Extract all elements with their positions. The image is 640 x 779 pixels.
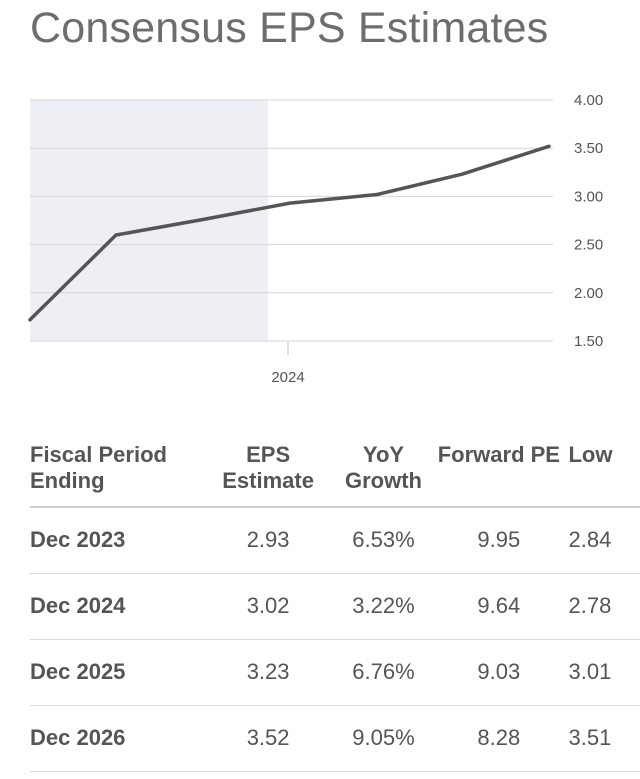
cell-yoy: 6.76%	[329, 639, 438, 706]
cell-pe: 8.28	[437, 705, 561, 772]
y-tick-label: 2.00	[574, 285, 603, 302]
estimates-table: Fiscal Period Ending EPS Estimate YoY Gr…	[30, 430, 640, 772]
table-row: Dec 2025 3.23 6.76% 9.03 3.01	[30, 639, 640, 706]
cell-period: Dec 2026	[30, 705, 207, 772]
cell-low: 3.01	[560, 639, 640, 706]
cell-yoy: 3.22%	[329, 573, 438, 640]
cell-low: 2.78	[560, 573, 640, 640]
cell-period: Dec 2023	[30, 507, 207, 574]
page-title: Consensus EPS Estimates	[30, 4, 549, 52]
cell-yoy: 9.05%	[329, 705, 438, 772]
cell-period: Dec 2024	[30, 573, 207, 640]
cell-period: Dec 2025	[30, 639, 207, 706]
table-row: Dec 2023 2.93 6.53% 9.95 2.84	[30, 507, 640, 574]
header-fiscal-period[interactable]: Fiscal Period Ending	[30, 430, 207, 508]
eps-series-line	[28, 144, 551, 322]
historical-shade	[30, 100, 268, 341]
header-eps-estimate[interactable]: EPS Estimate	[206, 430, 330, 508]
table-row: Dec 2026 3.52 9.05% 8.28 3.51	[30, 705, 640, 772]
cell-eps: 3.23	[206, 639, 330, 706]
y-tick-label: 4.00	[574, 92, 603, 109]
y-tick-label: 1.50	[574, 333, 603, 350]
cell-eps: 3.52	[206, 705, 330, 772]
y-tick-label: 3.00	[574, 188, 603, 205]
y-tick-label: 3.50	[574, 140, 603, 157]
cell-pe: 9.03	[437, 639, 561, 706]
cell-low: 3.51	[560, 705, 640, 772]
header-yoy-growth[interactable]: YoY Growth	[329, 430, 438, 508]
header-forward-pe[interactable]: Forward PE	[437, 430, 561, 508]
cell-yoy: 6.53%	[329, 507, 438, 574]
cell-pe: 9.64	[437, 573, 561, 640]
y-tick-label: 2.50	[574, 237, 603, 254]
eps-chart: 4.00 3.50 3.00 2.50 2.00 1.50 2024	[28, 92, 603, 386]
table-row: Dec 2024 3.02 3.22% 9.64 2.78	[30, 573, 640, 640]
x-tick-label: 2024	[271, 369, 304, 386]
header-low[interactable]: Low	[560, 430, 640, 508]
cell-eps: 3.02	[206, 573, 330, 640]
cell-pe: 9.95	[437, 507, 561, 574]
table-header-row: Fiscal Period Ending EPS Estimate YoY Gr…	[30, 430, 640, 508]
cell-low: 2.84	[560, 507, 640, 574]
cell-eps: 2.93	[206, 507, 330, 574]
estimates-table-container[interactable]: Fiscal Period Ending EPS Estimate YoY Gr…	[0, 430, 640, 779]
